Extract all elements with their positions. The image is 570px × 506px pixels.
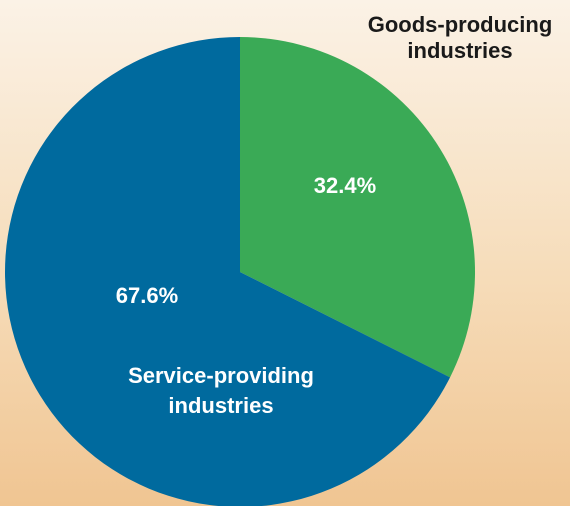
- services-value-label: 67.6%: [116, 283, 178, 308]
- pie-slice-service-providing: [5, 37, 451, 506]
- goods-name-line-2: industries: [407, 38, 512, 63]
- goods-name-line-1: Goods-producing: [368, 12, 553, 37]
- services-name-line-2: industries: [168, 393, 273, 418]
- pie-slice-goods-producing: [240, 37, 475, 378]
- services-name-line-1: Service-providing: [128, 363, 314, 388]
- pie-slices: [5, 37, 475, 506]
- goods-value-label: 32.4%: [314, 173, 376, 198]
